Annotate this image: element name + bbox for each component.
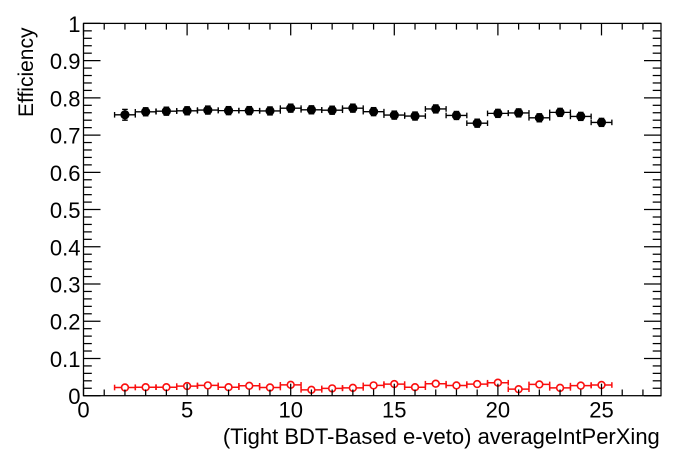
svg-text:0.2: 0.2: [50, 310, 81, 335]
svg-text:0.1: 0.1: [50, 347, 81, 372]
svg-text:0.3: 0.3: [50, 273, 81, 298]
svg-text:0: 0: [77, 398, 89, 423]
svg-text:(Tight BDT-Based e-veto) avera: (Tight BDT-Based e-veto) averageIntPerXi…: [223, 424, 660, 449]
svg-text:0.7: 0.7: [50, 124, 81, 149]
svg-text:0: 0: [68, 384, 80, 409]
svg-text:5: 5: [181, 398, 193, 423]
svg-text:1: 1: [68, 12, 80, 37]
svg-text:20: 20: [486, 398, 510, 423]
svg-text:15: 15: [382, 398, 406, 423]
svg-text:Efficiency: Efficiency: [15, 27, 38, 117]
svg-text:0.5: 0.5: [50, 198, 81, 223]
svg-text:0.9: 0.9: [50, 49, 81, 74]
svg-text:0.6: 0.6: [50, 161, 81, 186]
svg-text:0.8: 0.8: [50, 86, 81, 111]
svg-text:0.4: 0.4: [50, 235, 81, 260]
svg-text:10: 10: [278, 398, 302, 423]
svg-text:25: 25: [589, 398, 613, 423]
